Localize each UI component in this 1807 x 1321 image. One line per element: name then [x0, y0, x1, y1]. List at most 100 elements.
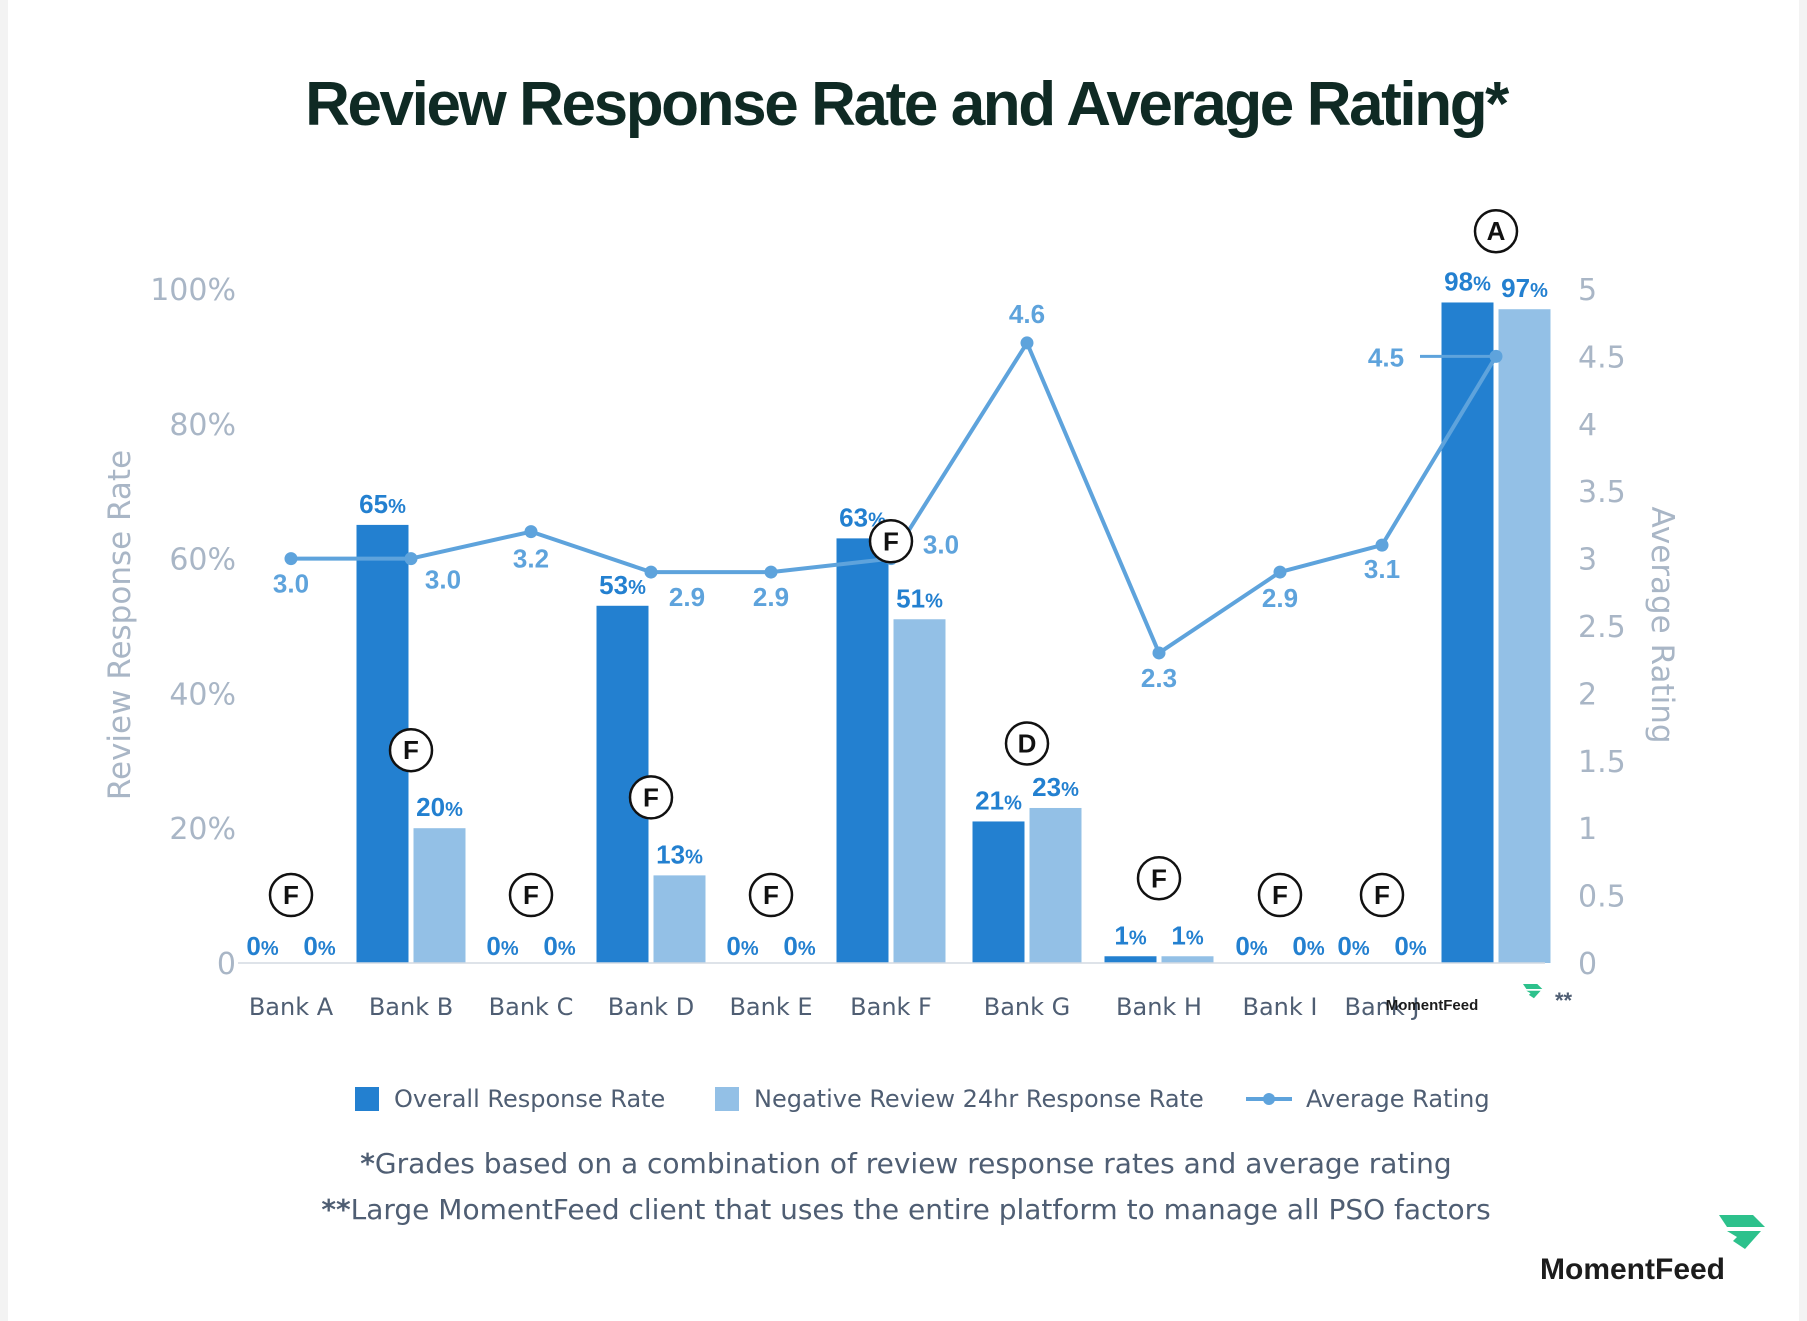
bar-overall: [972, 821, 1025, 963]
y-tick-left: 20%: [169, 812, 236, 847]
grade-circle: [1257, 872, 1303, 918]
bar-negative-label: 0%: [1292, 931, 1324, 961]
bar-negative-label-percent: %: [925, 590, 943, 612]
momentfeed-small-logo-icon: [1523, 984, 1543, 999]
rating-point: [284, 552, 298, 566]
bar-overall-label-percent: %: [261, 938, 279, 960]
bar-negative-label-percent: %: [1530, 280, 1548, 302]
grade-badge: F: [508, 872, 554, 918]
bar-negative-label-value: 1: [1171, 920, 1185, 950]
momentfeed-double-asterisk: **: [1555, 988, 1573, 1013]
rating-point: [1375, 538, 1389, 552]
bar-negative: [1498, 309, 1551, 964]
rating-label: 3.0: [425, 565, 461, 595]
bar-negative-label-value: 13: [656, 839, 685, 869]
rating-point: [524, 525, 538, 539]
bar-overall-label: 0%: [726, 931, 758, 961]
rating-label: 4.6: [1009, 299, 1045, 329]
bar-overall-label-percent: %: [628, 577, 646, 599]
legend-label-overall: Overall Response Rate: [394, 1085, 665, 1113]
grade-label: F: [763, 880, 779, 910]
x-axis-categories: Bank A Bank B Bank C Bank D Bank E Bank F Bank…: [249, 993, 1420, 1021]
bar-overall-label: 0%: [1337, 931, 1369, 961]
x-category-label: Bank H: [1116, 993, 1202, 1021]
bar-negative-label: 0%: [543, 931, 575, 961]
bar-negative-label: 0%: [783, 931, 815, 961]
y-tick-left: 60%: [169, 543, 236, 578]
rating-point: [404, 552, 418, 566]
bar-negative-label: 0%: [1394, 931, 1426, 961]
bar-overall-label: 0%: [486, 931, 518, 961]
bar-negative-label-value: 0: [1292, 931, 1306, 961]
grade-circle: [268, 872, 314, 918]
x-category-label: Bank B: [369, 993, 453, 1021]
bar-negative-label: 0%: [303, 931, 335, 961]
y-axis-right-label: Average Rating: [1644, 506, 1680, 743]
bar-negative-label-value: 0: [543, 931, 557, 961]
bar-overall-label-percent: %: [741, 938, 759, 960]
bar-overall-label-value: 98: [1444, 266, 1473, 296]
legend-swatch-overall: [355, 1087, 379, 1111]
rating-label: 3.0: [923, 530, 959, 560]
bar-overall-label-value: 0: [486, 931, 500, 961]
grade-label: F: [643, 782, 659, 812]
momentfeed-logo-icon: [1719, 1215, 1765, 1249]
grade-badge: F: [1359, 872, 1405, 918]
bar-overall-label-percent: %: [1129, 927, 1147, 949]
y-tick-right: 4.5: [1578, 340, 1626, 375]
rating-label: 3.1: [1364, 554, 1400, 584]
bar-negative: [413, 828, 466, 963]
bar-overall-label: 98%: [1444, 266, 1491, 296]
bar-negative-label-percent: %: [318, 938, 336, 960]
y-tick-right: 3.5: [1578, 475, 1626, 510]
bar-negative-label-percent: %: [1409, 938, 1427, 960]
bar-negative-label-percent: %: [685, 846, 703, 868]
bar-overall-label-value: 1: [1114, 920, 1128, 950]
grade-badge: F: [748, 872, 794, 918]
bar-negative: [1029, 807, 1082, 963]
y-tick-right: 2: [1578, 677, 1597, 712]
y-tick-left: 100%: [150, 273, 236, 308]
grade-label: F: [883, 526, 899, 556]
bar-negative-label-value: 0: [303, 931, 317, 961]
bar-overall-label-percent: %: [388, 496, 406, 518]
bar-overall-label-percent: %: [501, 938, 519, 960]
x-category-label: Bank C: [489, 993, 574, 1021]
legend-swatch-negative: [715, 1087, 739, 1111]
legend-marker-rating: [1263, 1093, 1275, 1105]
bar-overall-label-percent: %: [1250, 938, 1268, 960]
bar-negative-label: 51%: [896, 583, 943, 613]
grade-circle: [868, 519, 914, 564]
y-tick-right: 2.5: [1578, 610, 1626, 645]
grade-label: A: [1487, 216, 1506, 246]
y-tick-right: 0.5: [1578, 880, 1626, 915]
footnote-1-text: Grades based on a combination of review …: [375, 1147, 1452, 1180]
bar-overall: [1441, 302, 1494, 964]
bar-overall-label-value: 53: [599, 570, 628, 600]
grade-badge: D: [1004, 721, 1050, 766]
y-tick-right: 0: [1578, 947, 1597, 982]
grade-label: F: [283, 880, 299, 910]
grade-label: F: [1374, 880, 1390, 910]
bar-negative-label-percent: %: [1061, 779, 1079, 801]
bar-overall-label-percent: %: [1473, 273, 1491, 295]
grade-label: F: [1151, 863, 1167, 893]
rating-point: [1020, 336, 1034, 350]
bar-negative: [1161, 956, 1214, 963]
grade-circle: [388, 727, 434, 773]
bar-negative-label-value: 0: [1394, 931, 1408, 961]
bar-overall: [836, 538, 889, 963]
bar-negative-label-value: 97: [1501, 273, 1530, 303]
x-category-label: Bank G: [984, 993, 1071, 1021]
y-tick-left: 80%: [169, 408, 236, 443]
y-axis-left-label: Review Response Rate: [102, 450, 138, 800]
bar-overall-label: 1%: [1114, 920, 1146, 950]
grade-circle: [1359, 872, 1405, 918]
bar-overall-label: 0%: [246, 931, 278, 961]
footnote-2-text: Large MomentFeed client that uses the en…: [351, 1193, 1491, 1226]
x-category-label: Bank E: [729, 993, 812, 1021]
x-category-label: Bank D: [608, 993, 694, 1021]
momentfeed-logo-text: MomentFeed: [1540, 1253, 1725, 1286]
momentfeed-category-label: MomentFeed **: [1386, 984, 1573, 1014]
bar-negative-label: 23%: [1032, 772, 1079, 802]
